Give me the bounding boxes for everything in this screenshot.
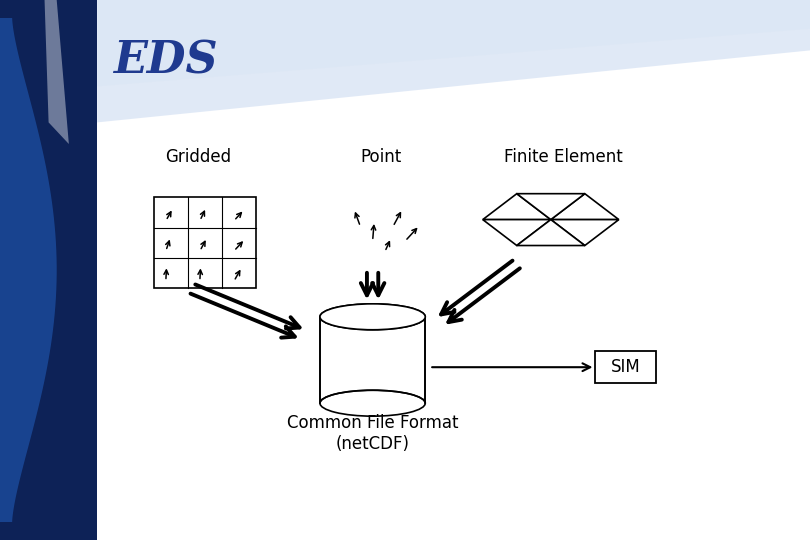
Polygon shape xyxy=(97,0,810,123)
Text: Common File Format
(netCDF): Common File Format (netCDF) xyxy=(287,414,458,453)
Text: Finite Element: Finite Element xyxy=(504,147,622,166)
Polygon shape xyxy=(0,18,57,522)
Text: SIM: SIM xyxy=(611,358,641,376)
Polygon shape xyxy=(97,0,810,86)
Ellipse shape xyxy=(320,304,425,330)
Ellipse shape xyxy=(320,390,425,416)
Polygon shape xyxy=(483,194,551,220)
Polygon shape xyxy=(0,0,97,540)
Text: Gridded: Gridded xyxy=(165,147,232,166)
Polygon shape xyxy=(551,194,619,220)
Bar xyxy=(595,352,656,383)
Bar xyxy=(154,197,256,288)
Polygon shape xyxy=(517,194,585,220)
Polygon shape xyxy=(483,220,551,246)
Polygon shape xyxy=(45,0,69,144)
Polygon shape xyxy=(517,220,585,246)
Ellipse shape xyxy=(320,304,425,330)
Text: EDS: EDS xyxy=(113,39,218,83)
Bar xyxy=(320,317,425,403)
Text: Point: Point xyxy=(360,147,401,166)
Polygon shape xyxy=(551,220,619,246)
